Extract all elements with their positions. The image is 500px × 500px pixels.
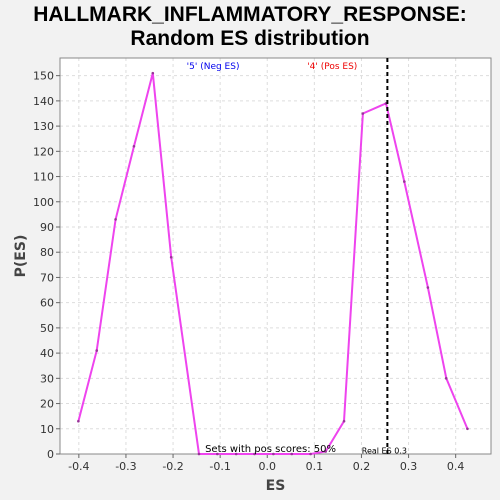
axes: -0.4 -0.3 -0.2 -0.1 0.0 0.1 0.2 0.3 0.4 0 10 20 30 40… xyxy=(33,70,464,473)
y-tick-label: 40 xyxy=(40,347,54,360)
y-axis-label: P(ES) xyxy=(13,235,29,278)
neg-es-label: '5' (Neg ES) xyxy=(187,62,240,72)
y-tick-label: 60 xyxy=(40,297,54,310)
y-tick-label: 100 xyxy=(33,196,54,209)
x-tick-label: -0.1 xyxy=(209,460,230,473)
data-point xyxy=(272,452,275,456)
y-tick-label: 0 xyxy=(47,448,54,461)
data-point xyxy=(466,427,469,431)
y-tick-label: 110 xyxy=(33,171,54,184)
x-tick-label: 0.1 xyxy=(306,460,324,473)
y-tick-label: 130 xyxy=(33,120,54,133)
data-point xyxy=(132,144,136,148)
plot-background xyxy=(60,58,491,454)
data-point xyxy=(197,452,201,456)
grid xyxy=(60,58,491,455)
y-tick-label: 50 xyxy=(40,322,54,335)
y-tick-label: 10 xyxy=(40,423,54,436)
y-tick-label: 80 xyxy=(40,246,54,259)
data-point xyxy=(426,286,430,289)
chart-title-line-1: HALLMARK_INFLAMMATORY_RESPONSE: xyxy=(33,3,467,26)
x-tick-label: -0.4 xyxy=(68,460,89,473)
data-point xyxy=(324,450,327,453)
data-point xyxy=(342,419,346,423)
x-tick-label: -0.3 xyxy=(115,460,136,473)
x-tick-label: 0.4 xyxy=(447,460,465,473)
x-tick-label: 0.0 xyxy=(259,460,277,473)
data-point xyxy=(309,452,312,456)
marks xyxy=(77,71,469,456)
data-point xyxy=(95,349,99,352)
y-tick-label: 150 xyxy=(33,70,54,83)
y-tick-label: 140 xyxy=(33,95,54,108)
x-tick-label: 0.3 xyxy=(400,460,418,473)
y-tick-label: 120 xyxy=(33,145,54,158)
data-point xyxy=(253,452,256,456)
x-tick-label: -0.2 xyxy=(162,460,183,473)
data-point xyxy=(361,112,365,115)
x-tick-label: 0.2 xyxy=(353,460,371,473)
data-point xyxy=(151,71,155,75)
y-tick-label: 90 xyxy=(40,221,54,234)
data-point xyxy=(444,377,448,380)
data-point xyxy=(234,452,238,456)
data-point xyxy=(403,180,406,183)
pos-scores-label: Sets with pos scores: 50% xyxy=(205,444,336,455)
data-point xyxy=(169,255,173,259)
data-point xyxy=(216,452,219,456)
y-tick-label: 30 xyxy=(40,372,54,385)
pos-es-label: '4' (Pos ES) xyxy=(307,62,357,72)
y-tick-label: 70 xyxy=(40,271,54,284)
x-axis-label: ES xyxy=(266,478,286,494)
y-tick-label: 20 xyxy=(40,398,54,411)
data-point xyxy=(77,419,80,423)
real-es-label: Real ES 0.3 xyxy=(362,447,407,456)
data-point xyxy=(290,452,294,456)
data-point xyxy=(114,218,117,221)
chart-title-line-2: Random ES distribution xyxy=(130,27,370,50)
